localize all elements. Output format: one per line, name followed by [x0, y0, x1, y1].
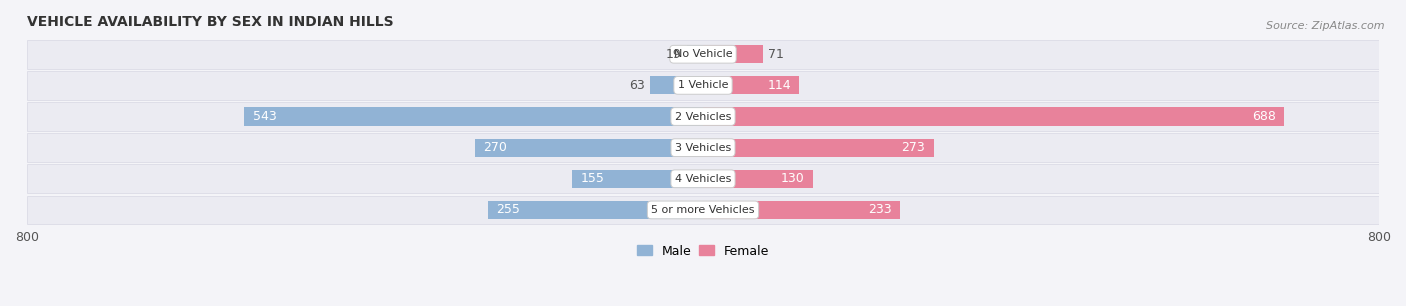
Text: 270: 270 — [484, 141, 508, 154]
Text: No Vehicle: No Vehicle — [673, 49, 733, 59]
Text: 273: 273 — [901, 141, 925, 154]
Text: 688: 688 — [1251, 110, 1275, 123]
Text: 130: 130 — [780, 172, 804, 185]
Bar — [703, 76, 800, 95]
Bar — [572, 170, 703, 188]
Bar — [475, 139, 703, 157]
Text: 63: 63 — [628, 79, 645, 92]
Bar — [703, 170, 813, 188]
Bar — [245, 107, 703, 125]
Text: Source: ZipAtlas.com: Source: ZipAtlas.com — [1267, 21, 1385, 32]
Text: 4 Vehicles: 4 Vehicles — [675, 174, 731, 184]
Text: VEHICLE AVAILABILITY BY SEX IN INDIAN HILLS: VEHICLE AVAILABILITY BY SEX IN INDIAN HI… — [27, 15, 394, 29]
Text: 1 Vehicle: 1 Vehicle — [678, 80, 728, 90]
Text: 19: 19 — [666, 48, 682, 61]
Legend: Male, Female: Male, Female — [631, 240, 775, 263]
Bar — [703, 45, 763, 63]
Bar — [650, 76, 703, 95]
Text: 233: 233 — [868, 203, 891, 216]
Bar — [488, 201, 703, 219]
Bar — [27, 102, 1379, 131]
Bar — [688, 45, 703, 63]
Text: 3 Vehicles: 3 Vehicles — [675, 143, 731, 153]
Text: 2 Vehicles: 2 Vehicles — [675, 111, 731, 121]
Text: 255: 255 — [496, 203, 520, 216]
Bar — [27, 71, 1379, 100]
Text: 155: 155 — [581, 172, 605, 185]
Bar — [703, 201, 900, 219]
Text: 543: 543 — [253, 110, 277, 123]
Bar — [27, 133, 1379, 162]
Text: 5 or more Vehicles: 5 or more Vehicles — [651, 205, 755, 215]
Bar — [703, 107, 1284, 125]
Bar — [27, 196, 1379, 224]
Bar — [27, 164, 1379, 193]
Text: 71: 71 — [768, 48, 785, 61]
Text: 114: 114 — [768, 79, 792, 92]
Bar — [27, 40, 1379, 69]
Bar — [703, 139, 934, 157]
